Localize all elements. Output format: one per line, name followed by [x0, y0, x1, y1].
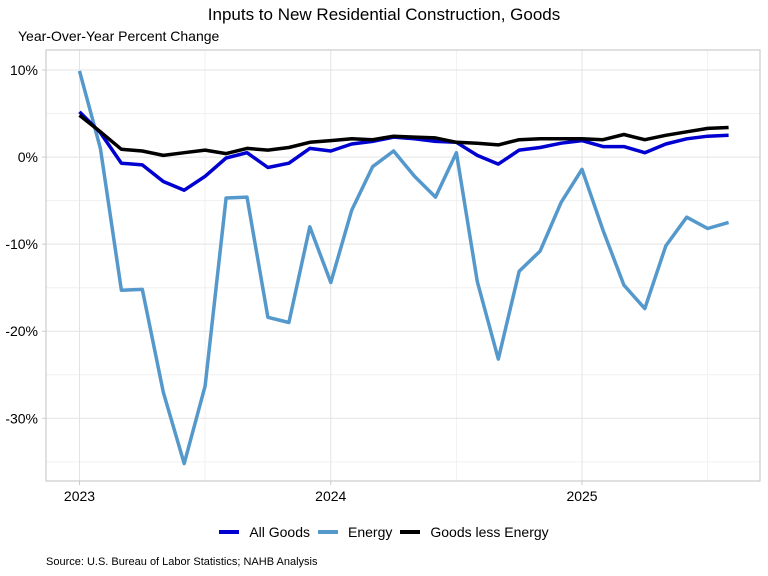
plot-panel-border: [45, 49, 761, 482]
chart-title: Inputs to New Residential Construction, …: [207, 5, 561, 24]
x-axis: 2023 2024 2025: [64, 481, 598, 504]
y-tick-label: 0%: [18, 149, 38, 165]
y-axis: 10% 0% -10% -20% -30%: [5, 62, 46, 426]
legend-key-energy: [318, 530, 339, 534]
legend-item-goods-less-energy[interactable]: Goods less Energy: [400, 524, 549, 540]
y-tick-label: -10%: [5, 236, 38, 252]
y-tick-label: 10%: [10, 62, 38, 78]
legend: All Goods Energy Goods less Energy: [0, 524, 768, 540]
series-line-goods-less-energy: [78, 113, 729, 158]
legend-item-all-goods[interactable]: All Goods: [219, 524, 310, 540]
series-line-all-goods: [78, 110, 729, 192]
series-line-energy: [77, 70, 730, 466]
y-tick-label: -20%: [5, 323, 38, 339]
x-tick-label: 2025: [566, 488, 597, 504]
legend-label-all-goods: All Goods: [249, 524, 311, 540]
legend-label-goods-less-energy: Goods less Energy: [430, 524, 549, 540]
x-tick-label: 2023: [64, 488, 95, 504]
source-note: Source: U.S. Bureau of Labor Statistics;…: [46, 556, 318, 568]
minor-gridlines: [46, 50, 760, 481]
major-gridlines: [46, 50, 760, 481]
legend-key-goods-less-energy: [400, 530, 421, 534]
legend-label-energy: Energy: [348, 524, 393, 540]
x-tick-label: 2024: [315, 488, 346, 504]
y-tick-label: -30%: [5, 410, 38, 426]
legend-item-energy[interactable]: Energy: [318, 524, 392, 540]
legend-key-all-goods: [219, 530, 240, 534]
series-lines: [77, 70, 730, 466]
chart-subtitle: Year-Over-Year Percent Change: [18, 28, 220, 44]
